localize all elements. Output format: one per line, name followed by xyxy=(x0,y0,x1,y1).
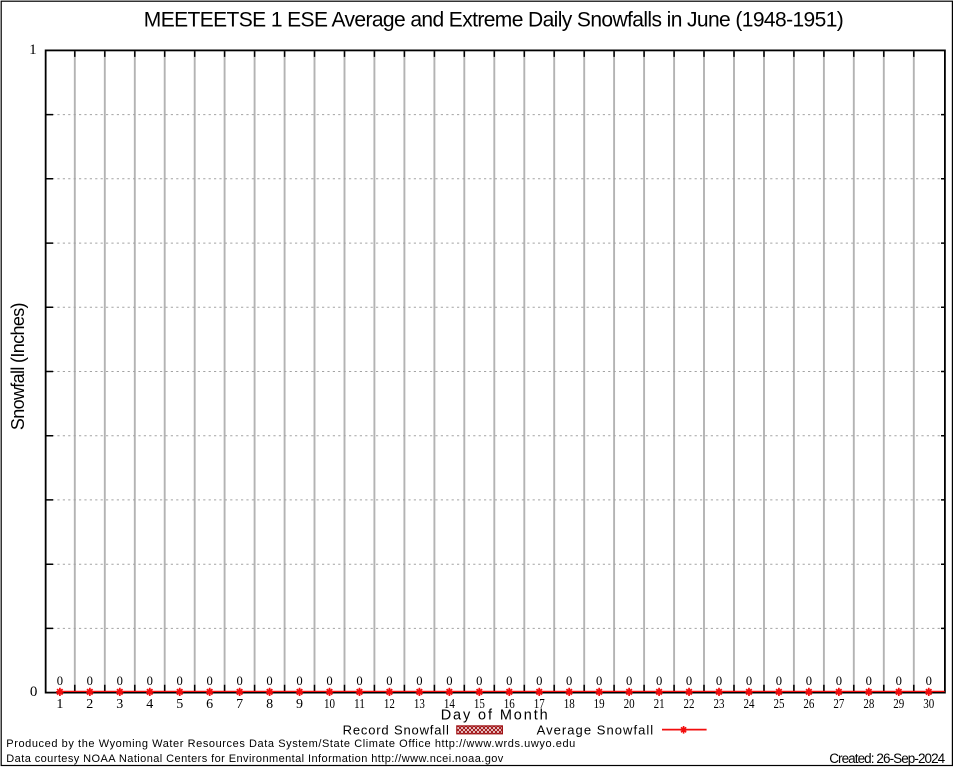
svg-text:Data courtesy NOAA National Ce: Data courtesy NOAA National Centers for … xyxy=(6,753,504,765)
svg-text:7: 7 xyxy=(236,697,243,712)
svg-text:8: 8 xyxy=(266,697,273,712)
svg-text:Created: 26-Sep-2024: Created: 26-Sep-2024 xyxy=(829,751,945,766)
svg-text:20: 20 xyxy=(624,697,635,712)
svg-text:19: 19 xyxy=(594,697,605,712)
svg-text:13: 13 xyxy=(414,697,425,712)
svg-text:0: 0 xyxy=(626,674,632,688)
svg-text:0: 0 xyxy=(866,674,872,688)
svg-text:Snowfall (Inches): Snowfall (Inches) xyxy=(8,302,28,430)
svg-text:16: 16 xyxy=(504,697,515,712)
svg-text:MEETEETSE 1 ESE Average and Ex: MEETEETSE 1 ESE Average and Extreme Dail… xyxy=(144,8,844,31)
svg-text:Average Snowfall: Average Snowfall xyxy=(537,722,654,737)
svg-text:0: 0 xyxy=(476,674,482,688)
svg-text:0: 0 xyxy=(596,674,602,688)
svg-text:24: 24 xyxy=(743,697,754,712)
svg-text:0: 0 xyxy=(566,674,572,688)
svg-text:21: 21 xyxy=(654,697,665,712)
svg-text:0: 0 xyxy=(926,674,932,688)
svg-text:30: 30 xyxy=(923,697,934,712)
svg-text:29: 29 xyxy=(893,697,904,712)
svg-text:0: 0 xyxy=(746,674,752,688)
svg-text:15: 15 xyxy=(474,697,485,712)
svg-text:25: 25 xyxy=(773,697,784,712)
svg-text:0: 0 xyxy=(656,674,662,688)
svg-text:0: 0 xyxy=(776,674,782,688)
svg-text:0: 0 xyxy=(177,674,183,688)
svg-text:22: 22 xyxy=(684,697,695,712)
svg-text:6: 6 xyxy=(206,697,213,712)
svg-text:14: 14 xyxy=(444,697,455,712)
svg-text:0: 0 xyxy=(716,674,722,688)
svg-text:23: 23 xyxy=(714,697,725,712)
svg-text:Day of Month: Day of Month xyxy=(441,707,548,723)
svg-text:0: 0 xyxy=(207,674,213,688)
svg-text:12: 12 xyxy=(384,697,395,712)
svg-text:3: 3 xyxy=(116,697,123,712)
svg-text:4: 4 xyxy=(146,697,153,712)
svg-text:0: 0 xyxy=(117,674,123,688)
svg-text:0: 0 xyxy=(836,674,842,688)
svg-text:5: 5 xyxy=(176,697,183,712)
svg-text:9: 9 xyxy=(296,697,303,712)
svg-text:0: 0 xyxy=(356,674,362,688)
svg-text:0: 0 xyxy=(896,674,902,688)
svg-text:0: 0 xyxy=(506,674,512,688)
svg-text:10: 10 xyxy=(324,697,335,712)
svg-text:0: 0 xyxy=(326,674,332,688)
svg-text:0: 0 xyxy=(296,674,302,688)
svg-text:0: 0 xyxy=(416,674,422,688)
svg-text:17: 17 xyxy=(534,697,545,712)
svg-text:0: 0 xyxy=(806,674,812,688)
svg-text:Produced by the Wyoming Water: Produced by the Wyoming Water Resources … xyxy=(6,738,575,750)
svg-text:11: 11 xyxy=(354,697,365,712)
svg-text:0: 0 xyxy=(87,674,93,688)
svg-text:27: 27 xyxy=(833,697,844,712)
svg-text:28: 28 xyxy=(863,697,874,712)
svg-text:0: 0 xyxy=(236,674,242,688)
svg-text:0: 0 xyxy=(147,674,153,688)
svg-text:1: 1 xyxy=(56,697,63,712)
svg-text:0: 0 xyxy=(266,674,272,688)
svg-text:2: 2 xyxy=(86,697,93,712)
svg-text:0: 0 xyxy=(686,674,692,688)
svg-text:0: 0 xyxy=(536,674,542,688)
svg-text:18: 18 xyxy=(564,697,575,712)
svg-text:1: 1 xyxy=(29,42,37,58)
svg-text:0: 0 xyxy=(446,674,452,688)
svg-text:0: 0 xyxy=(30,684,38,700)
svg-text:0: 0 xyxy=(386,674,392,688)
svg-text:Record Snowfall: Record Snowfall xyxy=(343,722,449,737)
svg-text:26: 26 xyxy=(803,697,814,712)
svg-text:0: 0 xyxy=(57,674,63,688)
